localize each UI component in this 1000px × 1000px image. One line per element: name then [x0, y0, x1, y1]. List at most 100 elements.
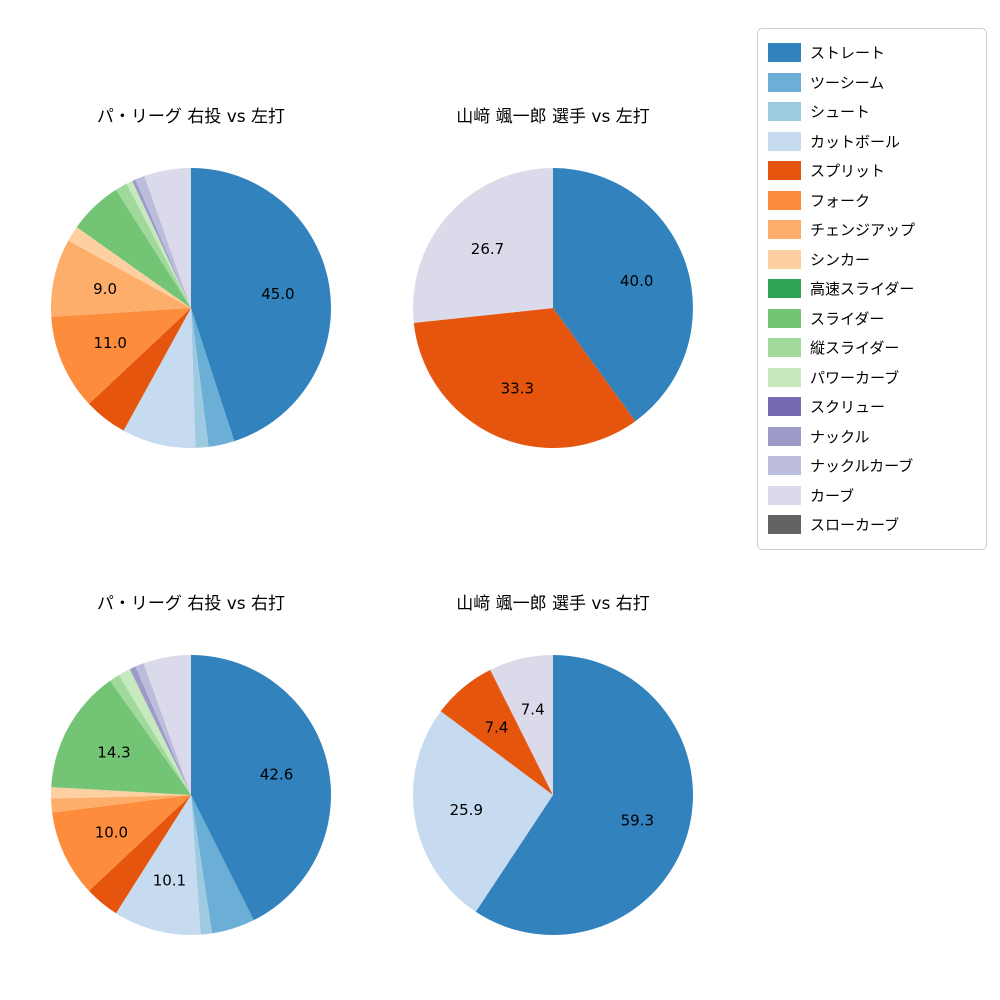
- legend-swatch: [768, 279, 801, 299]
- pie-percent-label: 10.1: [153, 871, 186, 889]
- legend-label: スプリット: [810, 162, 886, 181]
- pie-slice-カーブ: [144, 168, 191, 308]
- legend-swatch: [768, 161, 801, 181]
- pie-slice-ツーシーム: [191, 795, 254, 934]
- legend-swatch: [768, 426, 801, 446]
- pie-title-player-vs-left: 山﨑 颯一郎 選手 vs 左打: [456, 107, 650, 127]
- pie-slice-ストレート: [553, 168, 693, 422]
- pie-percent-label: 45.0: [261, 285, 294, 303]
- legend-item: スプリット: [768, 156, 976, 186]
- legend-swatch: [768, 249, 801, 269]
- legend-item: ナックル: [768, 422, 976, 452]
- pie-slice-ストレート: [475, 655, 694, 935]
- legend-item: パワーカーブ: [768, 363, 976, 393]
- legend-swatch: [768, 397, 801, 417]
- pie-slice-ストレート: [191, 168, 332, 442]
- pie-percent-label: 59.3: [621, 811, 654, 829]
- pie-slice-パワーカーブ: [126, 180, 191, 308]
- legend-swatch: [768, 43, 801, 63]
- legend-label: ツーシーム: [810, 73, 885, 92]
- legend-swatch: [768, 220, 801, 240]
- pie-slice-シンカー: [50, 787, 191, 799]
- legend-swatch: [768, 456, 801, 476]
- pie-chart-league-vs-left: 45.0 11.0 9.0: [51, 168, 332, 448]
- legend-label: ナックルカーブ: [810, 457, 914, 476]
- pie-percent-label: 14.3: [97, 743, 130, 761]
- pie-percent-label: 9.0: [93, 280, 117, 298]
- legend-item: ストレート: [768, 38, 976, 68]
- legend-item: 高速スライダー: [768, 274, 976, 304]
- legend-label: カットボール: [810, 132, 901, 151]
- pie-slice-縦スライダー: [115, 183, 191, 308]
- legend-item: ナックルカーブ: [768, 451, 976, 481]
- legend-label: カーブ: [810, 486, 855, 505]
- legend: ストレートツーシームシュートカットボール スプリットフォークチェンジアップ シンカー…: [757, 28, 987, 550]
- pie-percent-label: 7.4: [521, 700, 545, 718]
- pie-title-player-vs-right: 山﨑 颯一郎 選手 vs 右打: [456, 594, 650, 614]
- pie-slice-シュート: [191, 795, 213, 935]
- pie-slice-シュート: [191, 308, 209, 448]
- legend-item: カーブ: [768, 481, 976, 511]
- legend-item: フォーク: [768, 186, 976, 216]
- pie-slice-パワーカーブ: [118, 669, 191, 795]
- pie-percent-label: 33.3: [501, 379, 534, 397]
- legend-item: スローカーブ: [768, 510, 976, 540]
- pie-slice-スプリット: [440, 669, 553, 795]
- pie-percent-label: 11.0: [93, 334, 126, 352]
- pie-slice-フォーク: [52, 795, 191, 891]
- legend-label: シュート: [810, 103, 871, 122]
- pie-slice-フォーク: [51, 308, 191, 404]
- legend-item: スクリュー: [768, 392, 976, 422]
- legend-item: カットボール: [768, 127, 976, 157]
- pie-slice-スライダー: [51, 680, 191, 795]
- legend-swatch: [768, 367, 801, 387]
- legend-swatch: [768, 72, 801, 92]
- pie-slice-カーブ: [413, 168, 553, 323]
- pie-percent-label: 26.7: [471, 240, 504, 258]
- legend-item: チェンジアップ: [768, 215, 976, 245]
- legend-label: 縦スライダー: [810, 339, 900, 358]
- legend-item: 縦スライダー: [768, 333, 976, 363]
- legend-swatch: [768, 485, 801, 505]
- pie-title-league-vs-right: パ・リーグ 右投 vs 右打: [96, 594, 286, 614]
- pie-slice-スプリット: [88, 795, 191, 914]
- legend-label: ストレート: [810, 44, 886, 63]
- legend-label: スライダー: [810, 309, 885, 328]
- legend-item: シンカー: [768, 245, 976, 275]
- pie-slice-ツーシーム: [191, 308, 235, 447]
- pie-slice-ナックル: [132, 179, 191, 308]
- legend-label: シンカー: [810, 250, 871, 269]
- pie-slice-スライダー: [76, 189, 191, 308]
- pie-chart-league-vs-right: 42.6 10.1 10.0 14.3: [50, 655, 332, 936]
- legend-swatch: [768, 338, 801, 358]
- pie-percent-label: 7.4: [485, 719, 509, 737]
- pie-slice-カーブ: [490, 655, 553, 795]
- pie-slice-ナックルカーブ: [135, 175, 191, 308]
- legend-label: パワーカーブ: [810, 368, 900, 387]
- pie-slice-縦スライダー: [110, 674, 191, 795]
- pie-slice-カットボール: [412, 711, 553, 912]
- pie-slice-ナックルカーブ: [135, 663, 191, 795]
- pie-slice-ナックル: [129, 666, 191, 795]
- legend-swatch: [768, 515, 801, 535]
- legend-item: ツーシーム: [768, 68, 976, 98]
- pie-slice-チェンジアップ: [51, 795, 191, 813]
- pie-slice-カーブ: [143, 655, 191, 795]
- legend-label: ナックル: [810, 427, 870, 446]
- legend-swatch: [768, 308, 801, 328]
- legend-item: スライダー: [768, 304, 976, 334]
- pie-percent-label: 40.0: [620, 272, 653, 290]
- pie-slice-スプリット: [413, 308, 636, 448]
- pie-chart-player-vs-right: 59.3 25.9 7.4 7.4: [412, 655, 694, 935]
- legend-label: 高速スライダー: [810, 280, 915, 299]
- legend-swatch: [768, 102, 801, 122]
- pie-slice-スプリット: [88, 308, 191, 431]
- legend-label: フォーク: [810, 191, 871, 210]
- legend-swatch: [768, 190, 801, 210]
- pie-slice-シンカー: [68, 227, 191, 308]
- pie-title-league-vs-left: パ・リーグ 右投 vs 左打: [96, 107, 286, 127]
- pie-slice-ストレート: [191, 655, 332, 921]
- legend-label: チェンジアップ: [810, 221, 916, 240]
- pie-percent-label: 42.6: [260, 766, 293, 784]
